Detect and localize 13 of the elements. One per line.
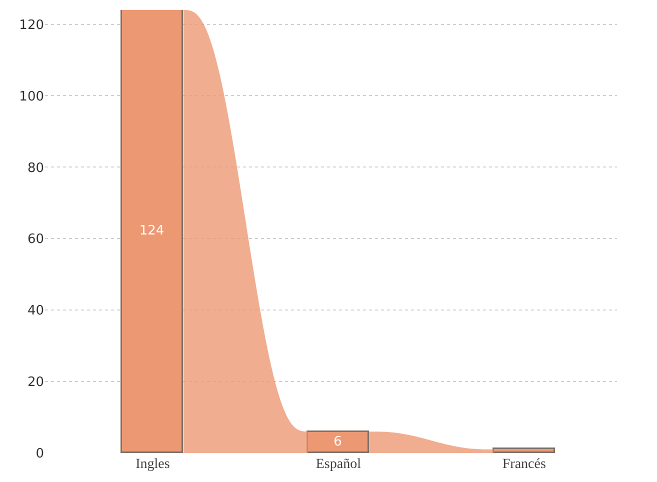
data-label: 124 bbox=[139, 223, 164, 238]
data-label: 6 bbox=[334, 434, 342, 450]
x-tick-label: Español bbox=[316, 457, 362, 472]
bar bbox=[492, 448, 555, 453]
x-tick-label: Ingles bbox=[136, 457, 170, 472]
x-tick-label: Francés bbox=[502, 457, 546, 472]
y-tick-label: 40 bbox=[27, 304, 44, 319]
y-tick-label: 0 bbox=[36, 446, 44, 462]
y-tick-label: 60 bbox=[27, 232, 44, 248]
y-tick-label: 20 bbox=[27, 375, 44, 390]
y-tick-label: 80 bbox=[27, 160, 44, 176]
y-tick-label: 120 bbox=[19, 18, 44, 33]
y-tick-label: 100 bbox=[19, 89, 44, 104]
